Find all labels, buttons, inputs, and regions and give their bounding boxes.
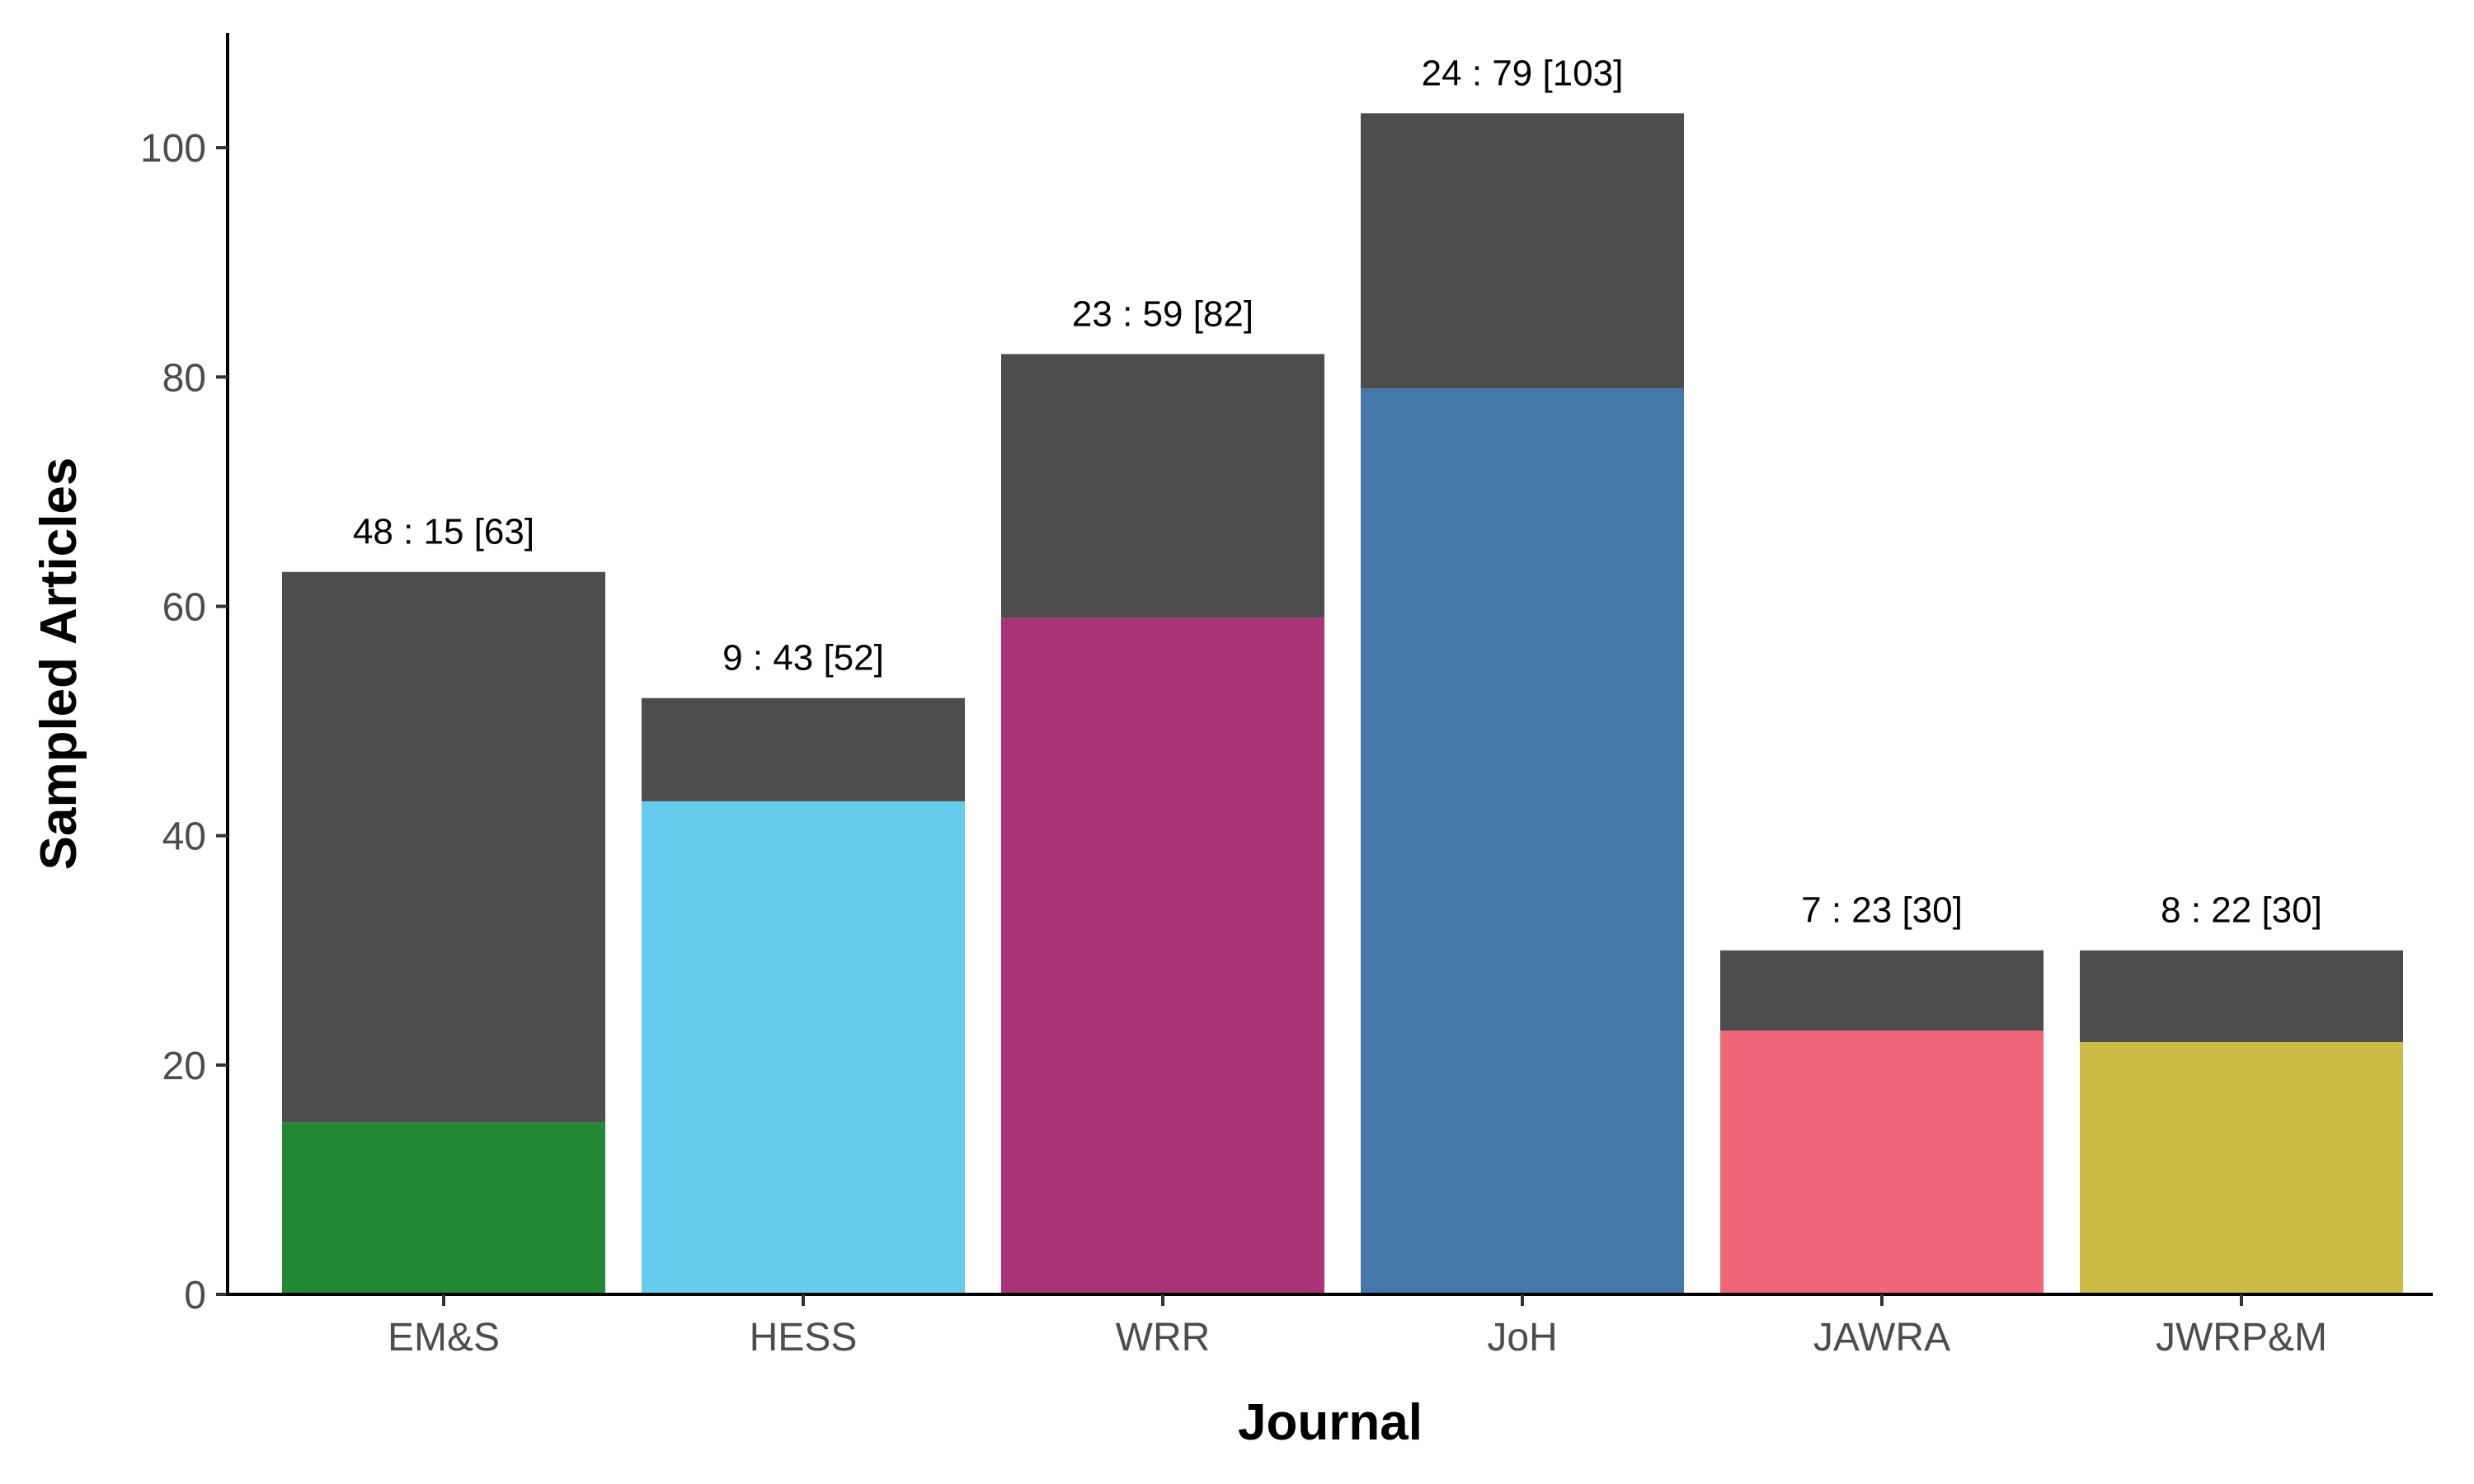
bar-secondary-5 — [2080, 950, 2403, 1042]
bar-total-label: 7 : 23 [30] — [1801, 890, 1963, 931]
x-tick-label: WRR — [1116, 1316, 1211, 1360]
y-axis-title: Sampled Articles — [31, 458, 87, 871]
x-tick-label: EM&S — [388, 1316, 500, 1360]
y-tick-label: 0 — [184, 1274, 206, 1317]
x-tick-label: JWRP&M — [2156, 1316, 2327, 1360]
bar-primary-3 — [1361, 388, 1684, 1294]
y-tick-label: 40 — [162, 815, 206, 859]
bar-total-label: 23 : 59 [82] — [1072, 294, 1253, 334]
bar-secondary-3 — [1361, 113, 1684, 389]
y-tick-label: 100 — [140, 127, 206, 171]
bar-total-label: 24 : 79 [103] — [1422, 53, 1624, 93]
bar-total-label: 8 : 22 [30] — [2161, 890, 2322, 931]
x-axis: EM&S HESS WRR JoH JAWRA JWRP&M — [226, 1293, 2433, 1360]
bar-total-label: 48 : 15 [63] — [353, 512, 534, 552]
x-tick-label: JAWRA — [1813, 1316, 1950, 1360]
bar-primary-0 — [282, 1122, 605, 1294]
bar-total-label: 9 : 43 [52] — [722, 638, 884, 679]
bar-primary-5 — [2080, 1042, 2403, 1294]
bar-labels-group: 48 : 15 [63] 9 : 43 [52] 23 : 59 [82] 24 : … — [353, 53, 2322, 930]
x-tick-label: HESS — [750, 1316, 858, 1360]
y-tick-label: 20 — [162, 1045, 206, 1088]
y-tick-label: 80 — [162, 356, 206, 400]
x-axis-title: Journal — [1238, 1394, 1423, 1451]
bar-primary-1 — [642, 801, 965, 1294]
y-axis: 0 20 40 60 80 100 — [140, 33, 229, 1317]
y-tick-label: 60 — [162, 585, 206, 629]
bar-primary-2 — [1001, 618, 1324, 1294]
bar-secondary-0 — [282, 571, 605, 1123]
bars-group — [282, 113, 2403, 1294]
bar-secondary-2 — [1001, 354, 1324, 618]
bar-secondary-1 — [642, 697, 965, 801]
bar-primary-4 — [1720, 1031, 2044, 1294]
x-tick-label: JoH — [1487, 1316, 1557, 1360]
bar-secondary-4 — [1720, 950, 2044, 1031]
